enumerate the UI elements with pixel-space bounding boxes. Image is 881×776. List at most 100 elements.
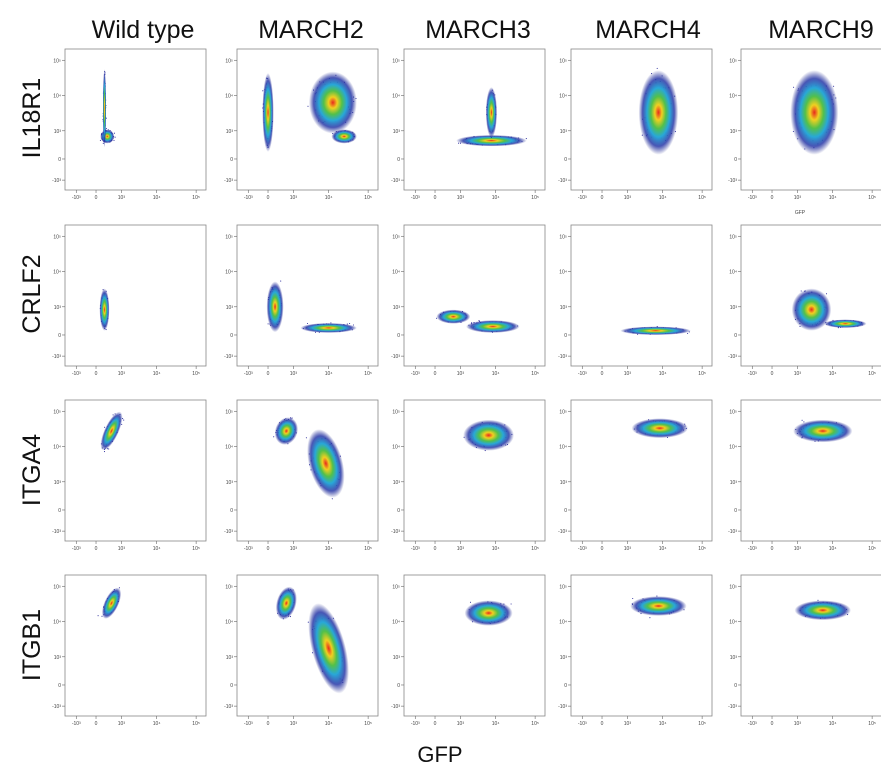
y-tick-label: 0 (397, 157, 400, 163)
x-tick-label: 0 (267, 546, 270, 552)
panel-frame (403, 574, 546, 717)
y-tick-label: -10³ (224, 529, 233, 535)
y-tick-label: 10³ (393, 480, 401, 486)
density-cloud (308, 71, 357, 134)
panel: 10⁵ 10⁴ 10³ 0 -10³ -10³ 0 10³ 10⁴ 10⁵ (391, 399, 546, 552)
y-tick-label: -10³ (224, 704, 233, 710)
y-tick-label: 0 (230, 683, 233, 689)
y-tick-label: -10³ (558, 178, 567, 184)
y-tick-label: 0 (58, 333, 61, 339)
density-cloud (824, 319, 867, 328)
x-tick-label: 10⁵ (192, 195, 200, 201)
x-tick-label: 10⁵ (531, 546, 539, 552)
x-tick-label: 10³ (794, 721, 802, 727)
event-dot (825, 293, 828, 295)
x-tick-label: 10⁴ (829, 546, 837, 552)
x-tick-label: 10³ (290, 546, 298, 552)
x-tick-label: 10⁴ (659, 546, 667, 552)
y-tick-label: 10⁵ (392, 409, 400, 415)
event-dot (632, 597, 634, 600)
panel: 10⁵ 10⁴ 10³ 0 -10³ -10³ 0 10³ 10⁴ 10⁵ (224, 574, 379, 727)
x-tick-label: 10⁵ (531, 721, 539, 727)
event-dot (273, 436, 275, 438)
panel: 10⁵ 10⁴ 10³ 0 -10³ -10³ 0 10³ 10⁴ 10⁵ (52, 574, 207, 727)
event-dot (102, 142, 104, 144)
panel: 10⁵ 10⁴ 10³ 0 -10³ -10³ 0 10³ 10⁴ 10⁵ (391, 48, 546, 201)
y-tick-label: 10⁵ (225, 234, 233, 240)
x-tick-label: 10⁵ (698, 721, 706, 727)
y-tick-label: 10⁴ (53, 94, 61, 100)
x-tick-label: 10⁴ (659, 371, 667, 377)
x-tick-label: 10⁴ (325, 195, 333, 201)
density-cloud (266, 281, 284, 333)
row-label: CRLF2 (18, 254, 46, 333)
density-cloud (638, 70, 679, 155)
x-tick-label: 10⁴ (492, 721, 500, 727)
x-tick-label: 0 (267, 721, 270, 727)
event-dot (649, 617, 651, 619)
y-tick-label: 10⁴ (729, 270, 737, 276)
panel-frame (236, 399, 379, 542)
y-tick-label: -10³ (52, 529, 61, 535)
x-tick-label: 10³ (794, 195, 802, 201)
x-tick-label: -10³ (244, 195, 253, 201)
y-tick-label: 10⁵ (729, 584, 737, 590)
y-tick-label: 0 (58, 508, 61, 514)
x-tick-label: 10³ (118, 546, 126, 552)
x-tick-label: 0 (434, 195, 437, 201)
y-tick-label: 10⁴ (225, 620, 233, 626)
x-tick-label: 10⁴ (325, 546, 333, 552)
x-tick-label: 10⁵ (698, 195, 706, 201)
y-tick-label: -10³ (52, 178, 61, 184)
y-tick-label: 10⁴ (729, 445, 737, 451)
x-tick-label: -10³ (72, 371, 81, 377)
event-dot (306, 322, 309, 325)
y-tick-label: 10³ (393, 305, 401, 311)
x-tick-label: 10⁴ (829, 721, 837, 727)
x-tick-label: 10⁵ (868, 371, 876, 377)
x-tick-label: 10⁴ (829, 371, 837, 377)
x-tick-label: 10⁴ (659, 195, 667, 201)
y-tick-label: 10⁵ (392, 584, 400, 590)
x-tick-label: 10⁵ (868, 721, 876, 727)
density-cloud (274, 417, 298, 445)
x-tick-label: 10³ (290, 721, 298, 727)
y-tick-label: 10⁴ (729, 94, 737, 100)
y-tick-label: 10⁵ (559, 584, 567, 590)
x-tick-label: 10⁴ (829, 195, 837, 201)
y-tick-label: 10⁵ (53, 409, 61, 415)
event-dot (510, 603, 512, 605)
y-tick-label: 10⁴ (559, 270, 567, 276)
y-tick-label: 10³ (54, 655, 62, 661)
y-tick-label: 10³ (730, 655, 738, 661)
density-cloud (331, 129, 357, 144)
event-dot (267, 323, 269, 325)
event-dot (113, 132, 116, 134)
row-label: ITGA4 (18, 434, 46, 506)
panel-frame (64, 48, 207, 191)
panel-frame (570, 48, 713, 191)
panel-frame (403, 48, 546, 191)
event-dot (793, 86, 795, 88)
panel: 10⁵ 10⁴ 10³ 0 -10³ -10³ 0 10³ 10⁴ 10⁵ (391, 574, 546, 727)
y-tick-label: -10³ (391, 704, 400, 710)
y-tick-label: 10⁵ (53, 58, 61, 64)
density-cloud (100, 129, 115, 144)
x-tick-label: -10³ (748, 721, 757, 727)
x-tick-label: -10³ (411, 371, 420, 377)
panel-frame (740, 224, 881, 367)
x-tick-label: 10³ (457, 721, 465, 727)
y-tick-label: 10⁴ (559, 445, 567, 451)
y-tick-label: 10³ (226, 655, 234, 661)
x-tick-label: 0 (434, 546, 437, 552)
panel-frame (64, 574, 207, 717)
x-tick-label: -10³ (578, 546, 587, 552)
event-dot (331, 498, 333, 500)
x-tick-label: 0 (95, 546, 98, 552)
event-dot (803, 421, 805, 423)
y-tick-label: 10⁴ (559, 620, 567, 626)
density-cloud (485, 87, 498, 138)
x-tick-label: 0 (267, 371, 270, 377)
y-tick-label: 10⁵ (559, 58, 567, 64)
x-tick-label: -10³ (748, 195, 757, 201)
